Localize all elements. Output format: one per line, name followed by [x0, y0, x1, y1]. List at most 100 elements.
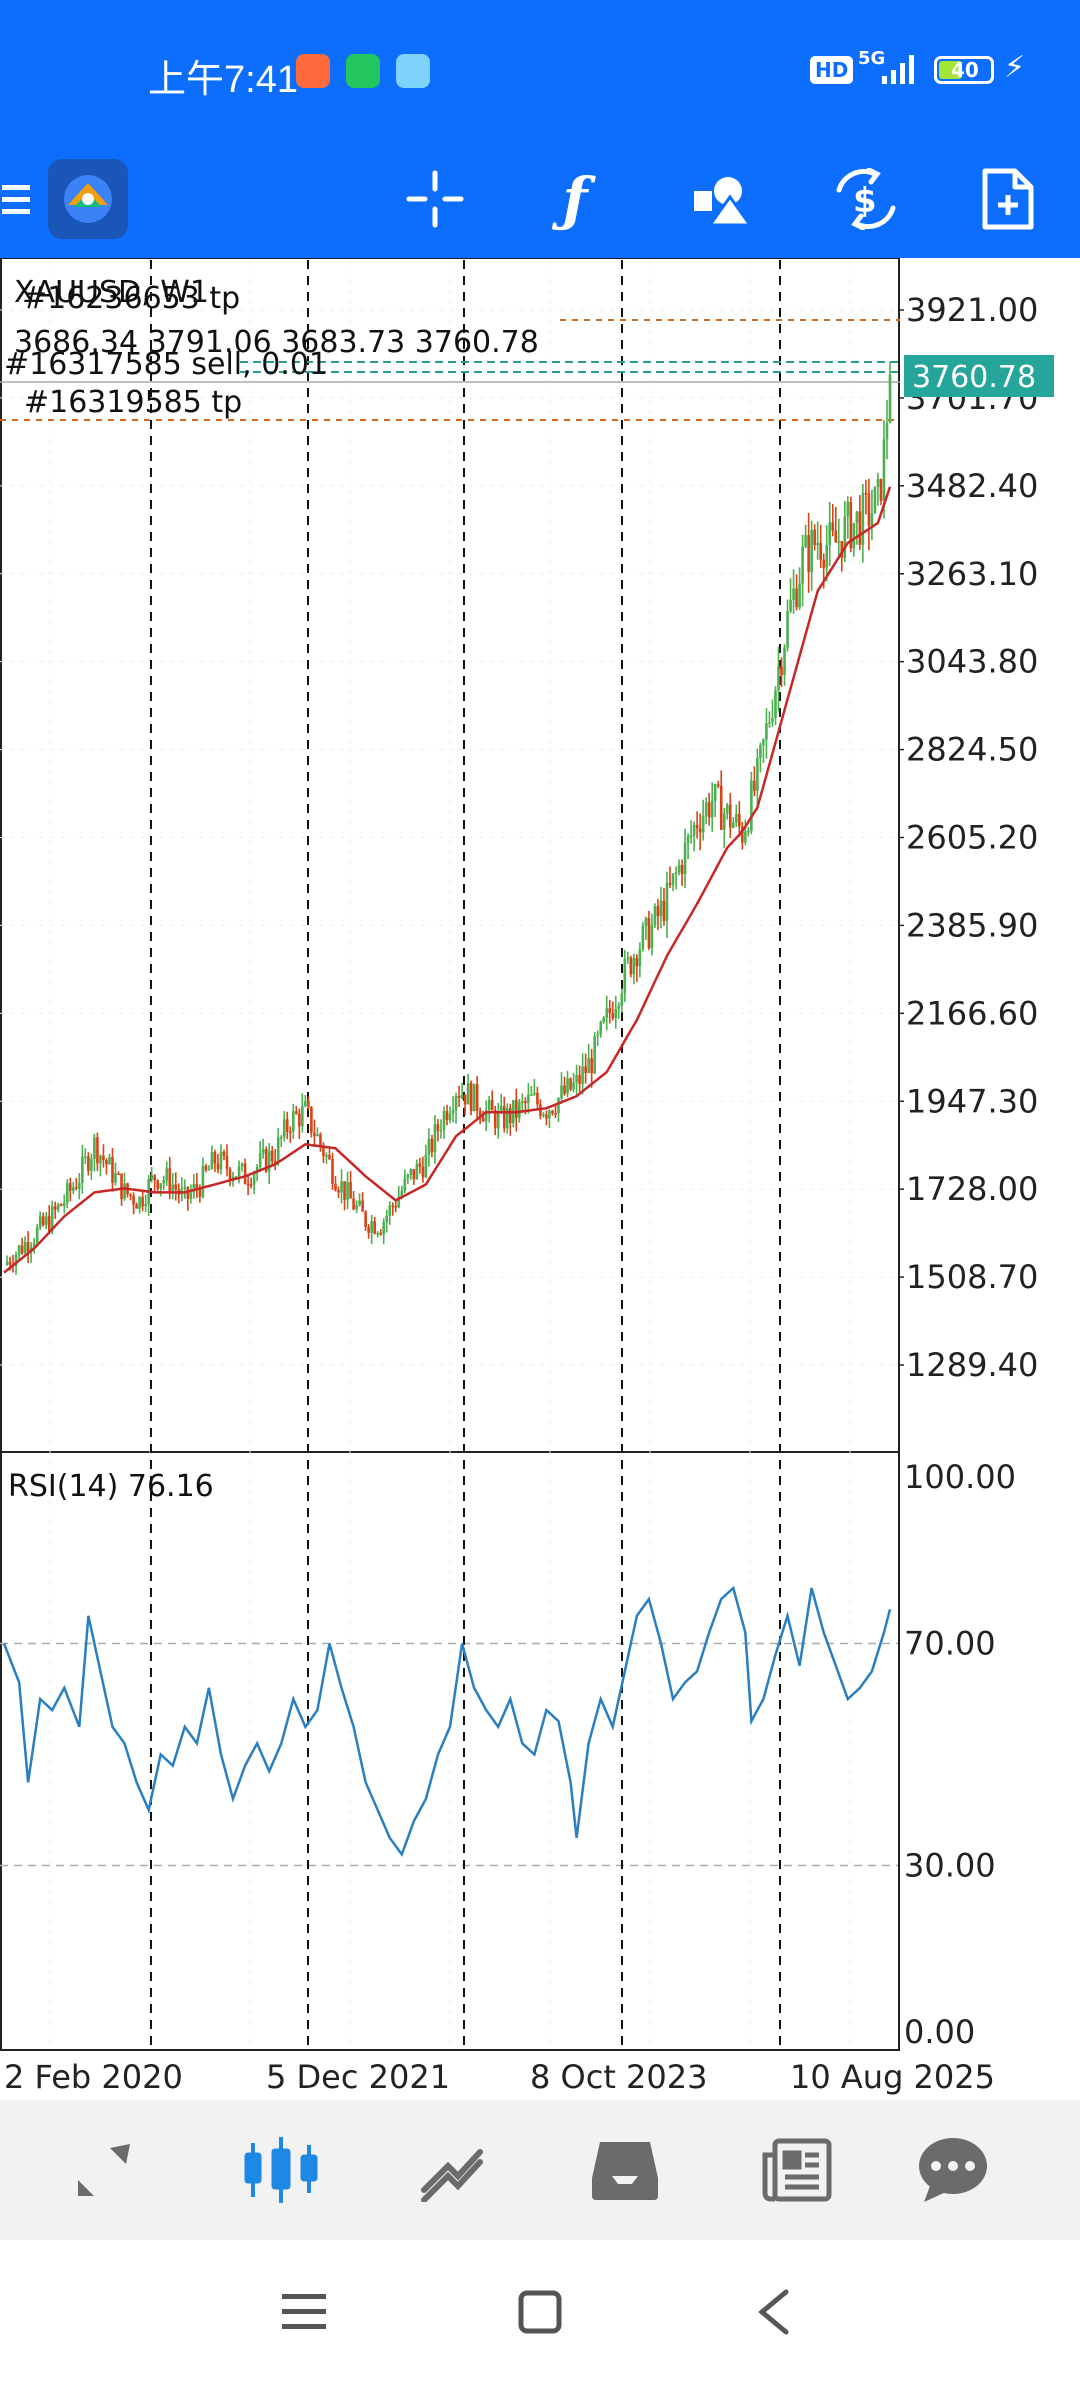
- candle-body: [623, 959, 627, 994]
- candle-body: [120, 1173, 123, 1200]
- price-tick-label: 3263.10: [906, 555, 1038, 593]
- candle-body: [132, 1195, 135, 1205]
- chart-area[interactable]: XAUUSD, W1 #16236653 tp 3686.34 3791.06 …: [0, 257, 1080, 2100]
- back-icon[interactable]: [754, 2288, 794, 2336]
- candle-body: [659, 900, 663, 917]
- weather-app-icon: [396, 54, 430, 88]
- candle-body: [331, 1158, 334, 1185]
- candle-body: [759, 745, 762, 759]
- new-order-icon[interactable]: [970, 140, 1046, 258]
- trade-icon[interactable]: $: [826, 140, 906, 258]
- candle-body: [72, 1187, 75, 1191]
- candle-body: [276, 1137, 280, 1163]
- battery-level: 40: [951, 58, 979, 82]
- candle-body: [310, 1106, 313, 1133]
- candle-body: [8, 1261, 12, 1265]
- status-time: 上午7:41: [148, 59, 298, 101]
- candle-body: [108, 1157, 111, 1165]
- candle-body: [192, 1183, 196, 1193]
- candle-body: [114, 1173, 117, 1183]
- candle-body: [484, 1110, 488, 1122]
- candle-body: [747, 830, 750, 833]
- candle-body: [174, 1184, 178, 1190]
- recent-apps-icon[interactable]: [282, 2292, 326, 2332]
- nav-chart[interactable]: [206, 2100, 356, 2240]
- rsi-tick-label: 70.00: [904, 1625, 996, 1663]
- rsi-axis: 100.00 70.00 30.00 0.00: [904, 1458, 1016, 2051]
- candles: [5, 362, 892, 1275]
- candle-body: [319, 1134, 322, 1146]
- candle-body: [493, 1110, 497, 1129]
- candle-body: [364, 1211, 367, 1228]
- candle-body: [557, 1098, 560, 1114]
- candle-body: [282, 1119, 286, 1137]
- price-tick-label: 2824.50: [906, 731, 1038, 769]
- candle-body: [210, 1152, 214, 1170]
- home-icon[interactable]: [518, 2290, 562, 2334]
- candle-body: [78, 1182, 81, 1189]
- function-icon[interactable]: ƒ: [562, 165, 588, 233]
- candle-body: [334, 1184, 337, 1191]
- candle-body: [84, 1156, 87, 1158]
- date-axis: 2 Feb 2020 5 Dec 2021 8 Oct 2023 10 Aug 202…: [4, 2058, 995, 2096]
- candle-body: [189, 1192, 193, 1199]
- symbol-overlay: XAUUSD, W1: [14, 275, 209, 310]
- candle-body: [237, 1166, 241, 1177]
- price-tick-label: 2385.90: [906, 906, 1038, 944]
- candle-body: [505, 1108, 509, 1129]
- candle-body: [490, 1100, 494, 1111]
- candle-body: [47, 1216, 51, 1232]
- nav-news[interactable]: [722, 2100, 872, 2240]
- candle-body: [68, 1183, 72, 1191]
- candle-body: [629, 957, 633, 975]
- candle-body: [611, 1012, 615, 1019]
- candle-body: [195, 1183, 199, 1190]
- menu-icon[interactable]: [0, 140, 34, 258]
- candle-body: [560, 1085, 563, 1099]
- bottom-navigation: [0, 2100, 1080, 2240]
- candle-body: [75, 1187, 78, 1189]
- objects-icon[interactable]: [684, 140, 760, 258]
- candle-body: [605, 1008, 609, 1018]
- candle-body: [710, 800, 714, 818]
- candle-body: [536, 1092, 539, 1105]
- candle-body: [662, 900, 666, 921]
- price-tick-label: 1508.70: [906, 1258, 1038, 1296]
- candle-body: [391, 1205, 395, 1207]
- candle-body: [762, 739, 765, 746]
- candle-body: [32, 1242, 36, 1248]
- candle-body: [475, 1083, 479, 1112]
- candle-body: [454, 1096, 458, 1111]
- candle-body: [343, 1181, 346, 1200]
- candle-body: [614, 1008, 618, 1019]
- candle-body: [448, 1113, 452, 1120]
- candle-body: [704, 802, 708, 816]
- system-navigation-bar: [0, 2240, 1080, 2400]
- nav-trade[interactable]: [378, 2100, 528, 2240]
- nav-quotes[interactable]: [32, 2100, 182, 2240]
- candle-body: [795, 588, 798, 608]
- candle-body: [385, 1215, 389, 1222]
- app-logo-icon[interactable]: [46, 140, 130, 258]
- candle-body: [665, 882, 669, 921]
- candle-body: [674, 872, 678, 874]
- candle-body: [400, 1190, 404, 1197]
- candle-body: [433, 1124, 437, 1153]
- nav-messages[interactable]: [878, 2100, 1028, 2240]
- candle-body: [771, 717, 774, 723]
- candle-body: [442, 1111, 446, 1131]
- candle-body: [590, 1058, 593, 1074]
- candle-body: [701, 815, 705, 833]
- price-chart[interactable]: XAUUSD, W1 #16236653 tp 3686.34 3791.06 …: [0, 257, 1080, 2100]
- crosshair-icon[interactable]: [400, 140, 470, 258]
- candle-body: [876, 478, 880, 487]
- top-toolbar: ƒ $: [0, 140, 1080, 258]
- candle-body: [626, 957, 630, 960]
- candle-body: [222, 1151, 226, 1156]
- nav-history[interactable]: [550, 2100, 700, 2240]
- candle-body: [502, 1106, 506, 1129]
- candle-body: [499, 1106, 503, 1111]
- candle-body: [370, 1221, 373, 1233]
- candle-body: [879, 478, 883, 501]
- candle-body: [412, 1169, 416, 1180]
